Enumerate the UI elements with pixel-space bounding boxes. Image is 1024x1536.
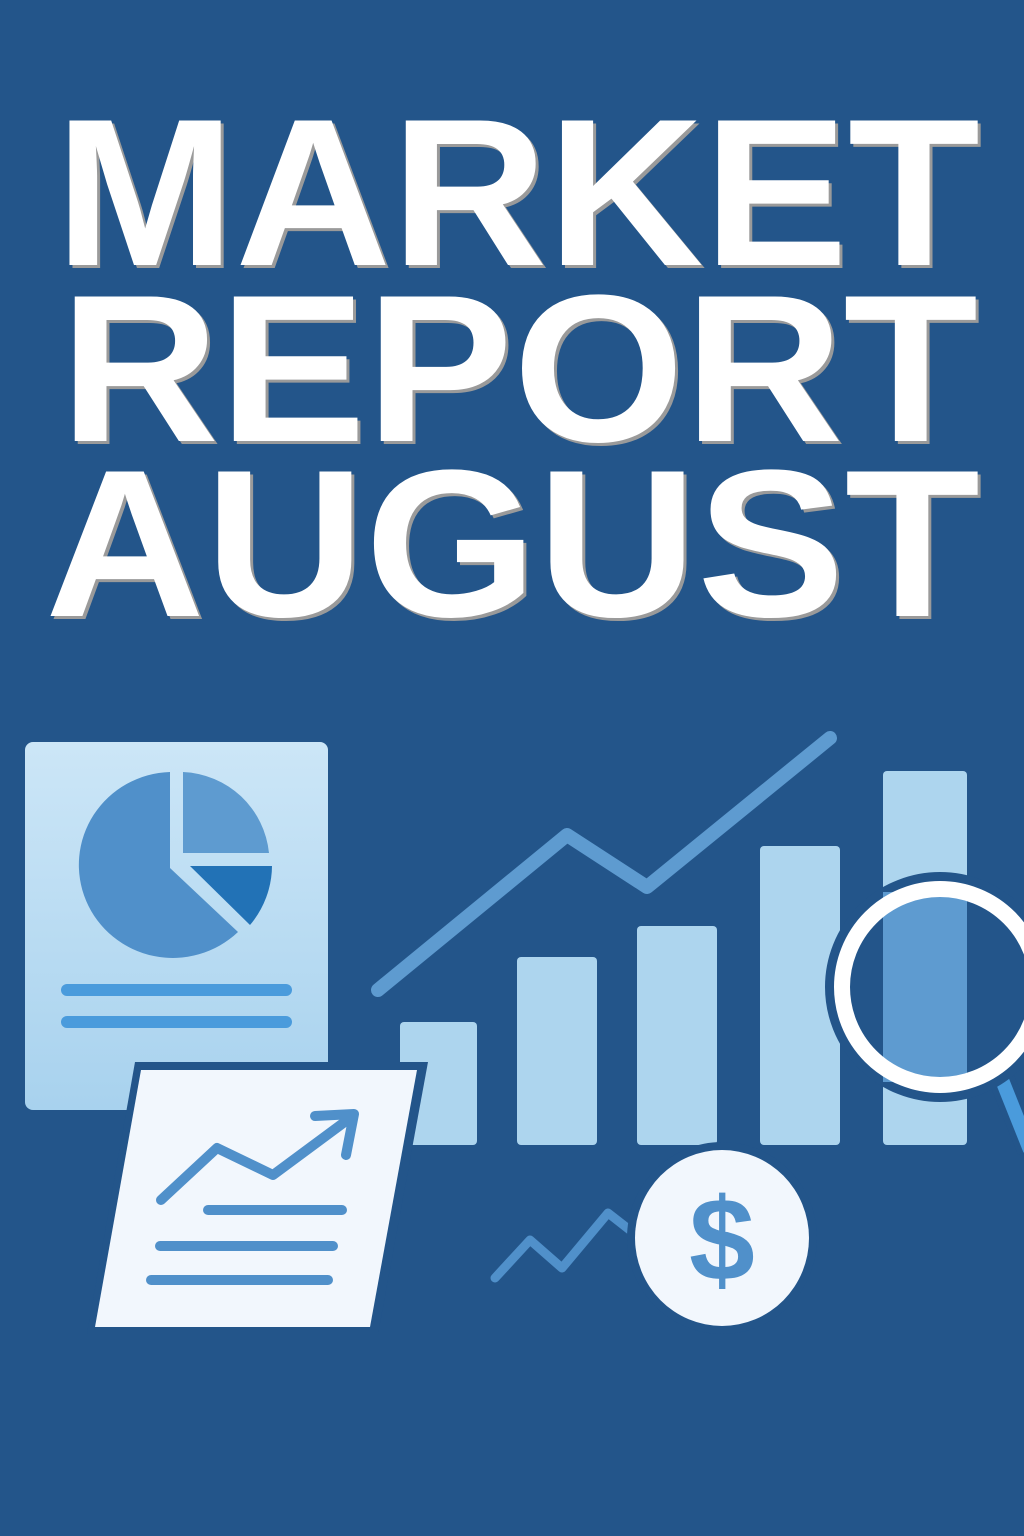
pie-chart-document-icon xyxy=(25,742,328,1110)
small-trend-line-icon xyxy=(490,1208,645,1283)
magnifier-icon xyxy=(825,872,1024,1155)
bar-3 xyxy=(637,926,717,1145)
coin-symbol: $ xyxy=(689,1174,755,1306)
title: MARKET REPORT AUGUST xyxy=(45,75,980,661)
bar-4 xyxy=(760,846,840,1145)
dollar-coin-icon: $ xyxy=(627,1142,817,1334)
title-line-2: REPORT xyxy=(60,251,978,486)
bar-2 xyxy=(517,957,597,1145)
title-line-3: AUGUST xyxy=(45,426,980,661)
bar-1 xyxy=(400,1022,477,1145)
title-line-1: MARKET xyxy=(55,75,980,310)
trend-line-icon xyxy=(371,731,837,997)
line-chart-document-icon xyxy=(87,1062,428,1334)
